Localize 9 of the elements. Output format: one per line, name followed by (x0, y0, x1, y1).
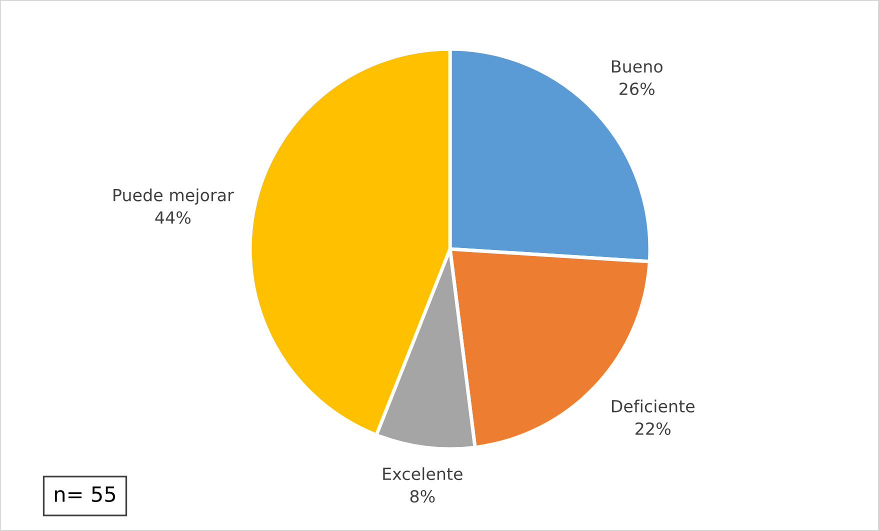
data-label: 26% (620, 82, 654, 96)
slice-label: Deficiente (612, 400, 694, 412)
slice-label: Bueno (612, 60, 662, 73)
data-label: 8% (410, 490, 435, 503)
data-label: 44% (155, 211, 191, 224)
slice-label: Puede mejorar (114, 188, 234, 205)
text: n= 55 (54, 486, 116, 502)
data-label: 22% (636, 422, 670, 435)
slice-label: Excelente (383, 467, 462, 480)
